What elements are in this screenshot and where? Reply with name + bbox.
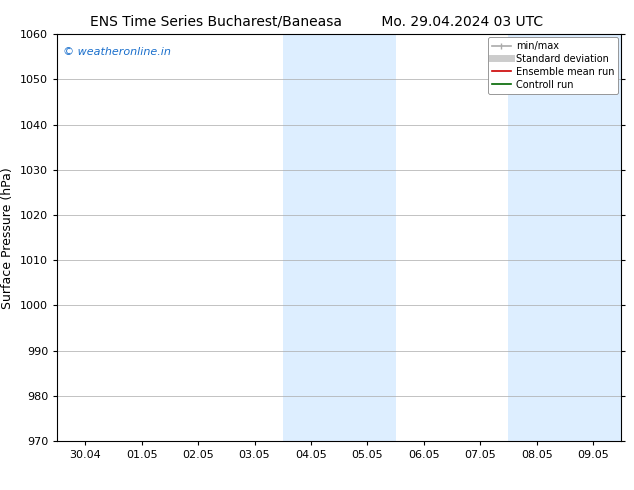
Bar — [283, 34, 396, 441]
Y-axis label: Surface Pressure (hPa): Surface Pressure (hPa) — [1, 167, 15, 309]
Legend: min/max, Standard deviation, Ensemble mean run, Controll run: min/max, Standard deviation, Ensemble me… — [488, 37, 618, 94]
Text: © weatheronline.in: © weatheronline.in — [63, 47, 171, 56]
Text: ENS Time Series Bucharest/Baneasa         Mo. 29.04.2024 03 UTC: ENS Time Series Bucharest/Baneasa Mo. 29… — [91, 15, 543, 29]
Bar — [508, 34, 621, 441]
